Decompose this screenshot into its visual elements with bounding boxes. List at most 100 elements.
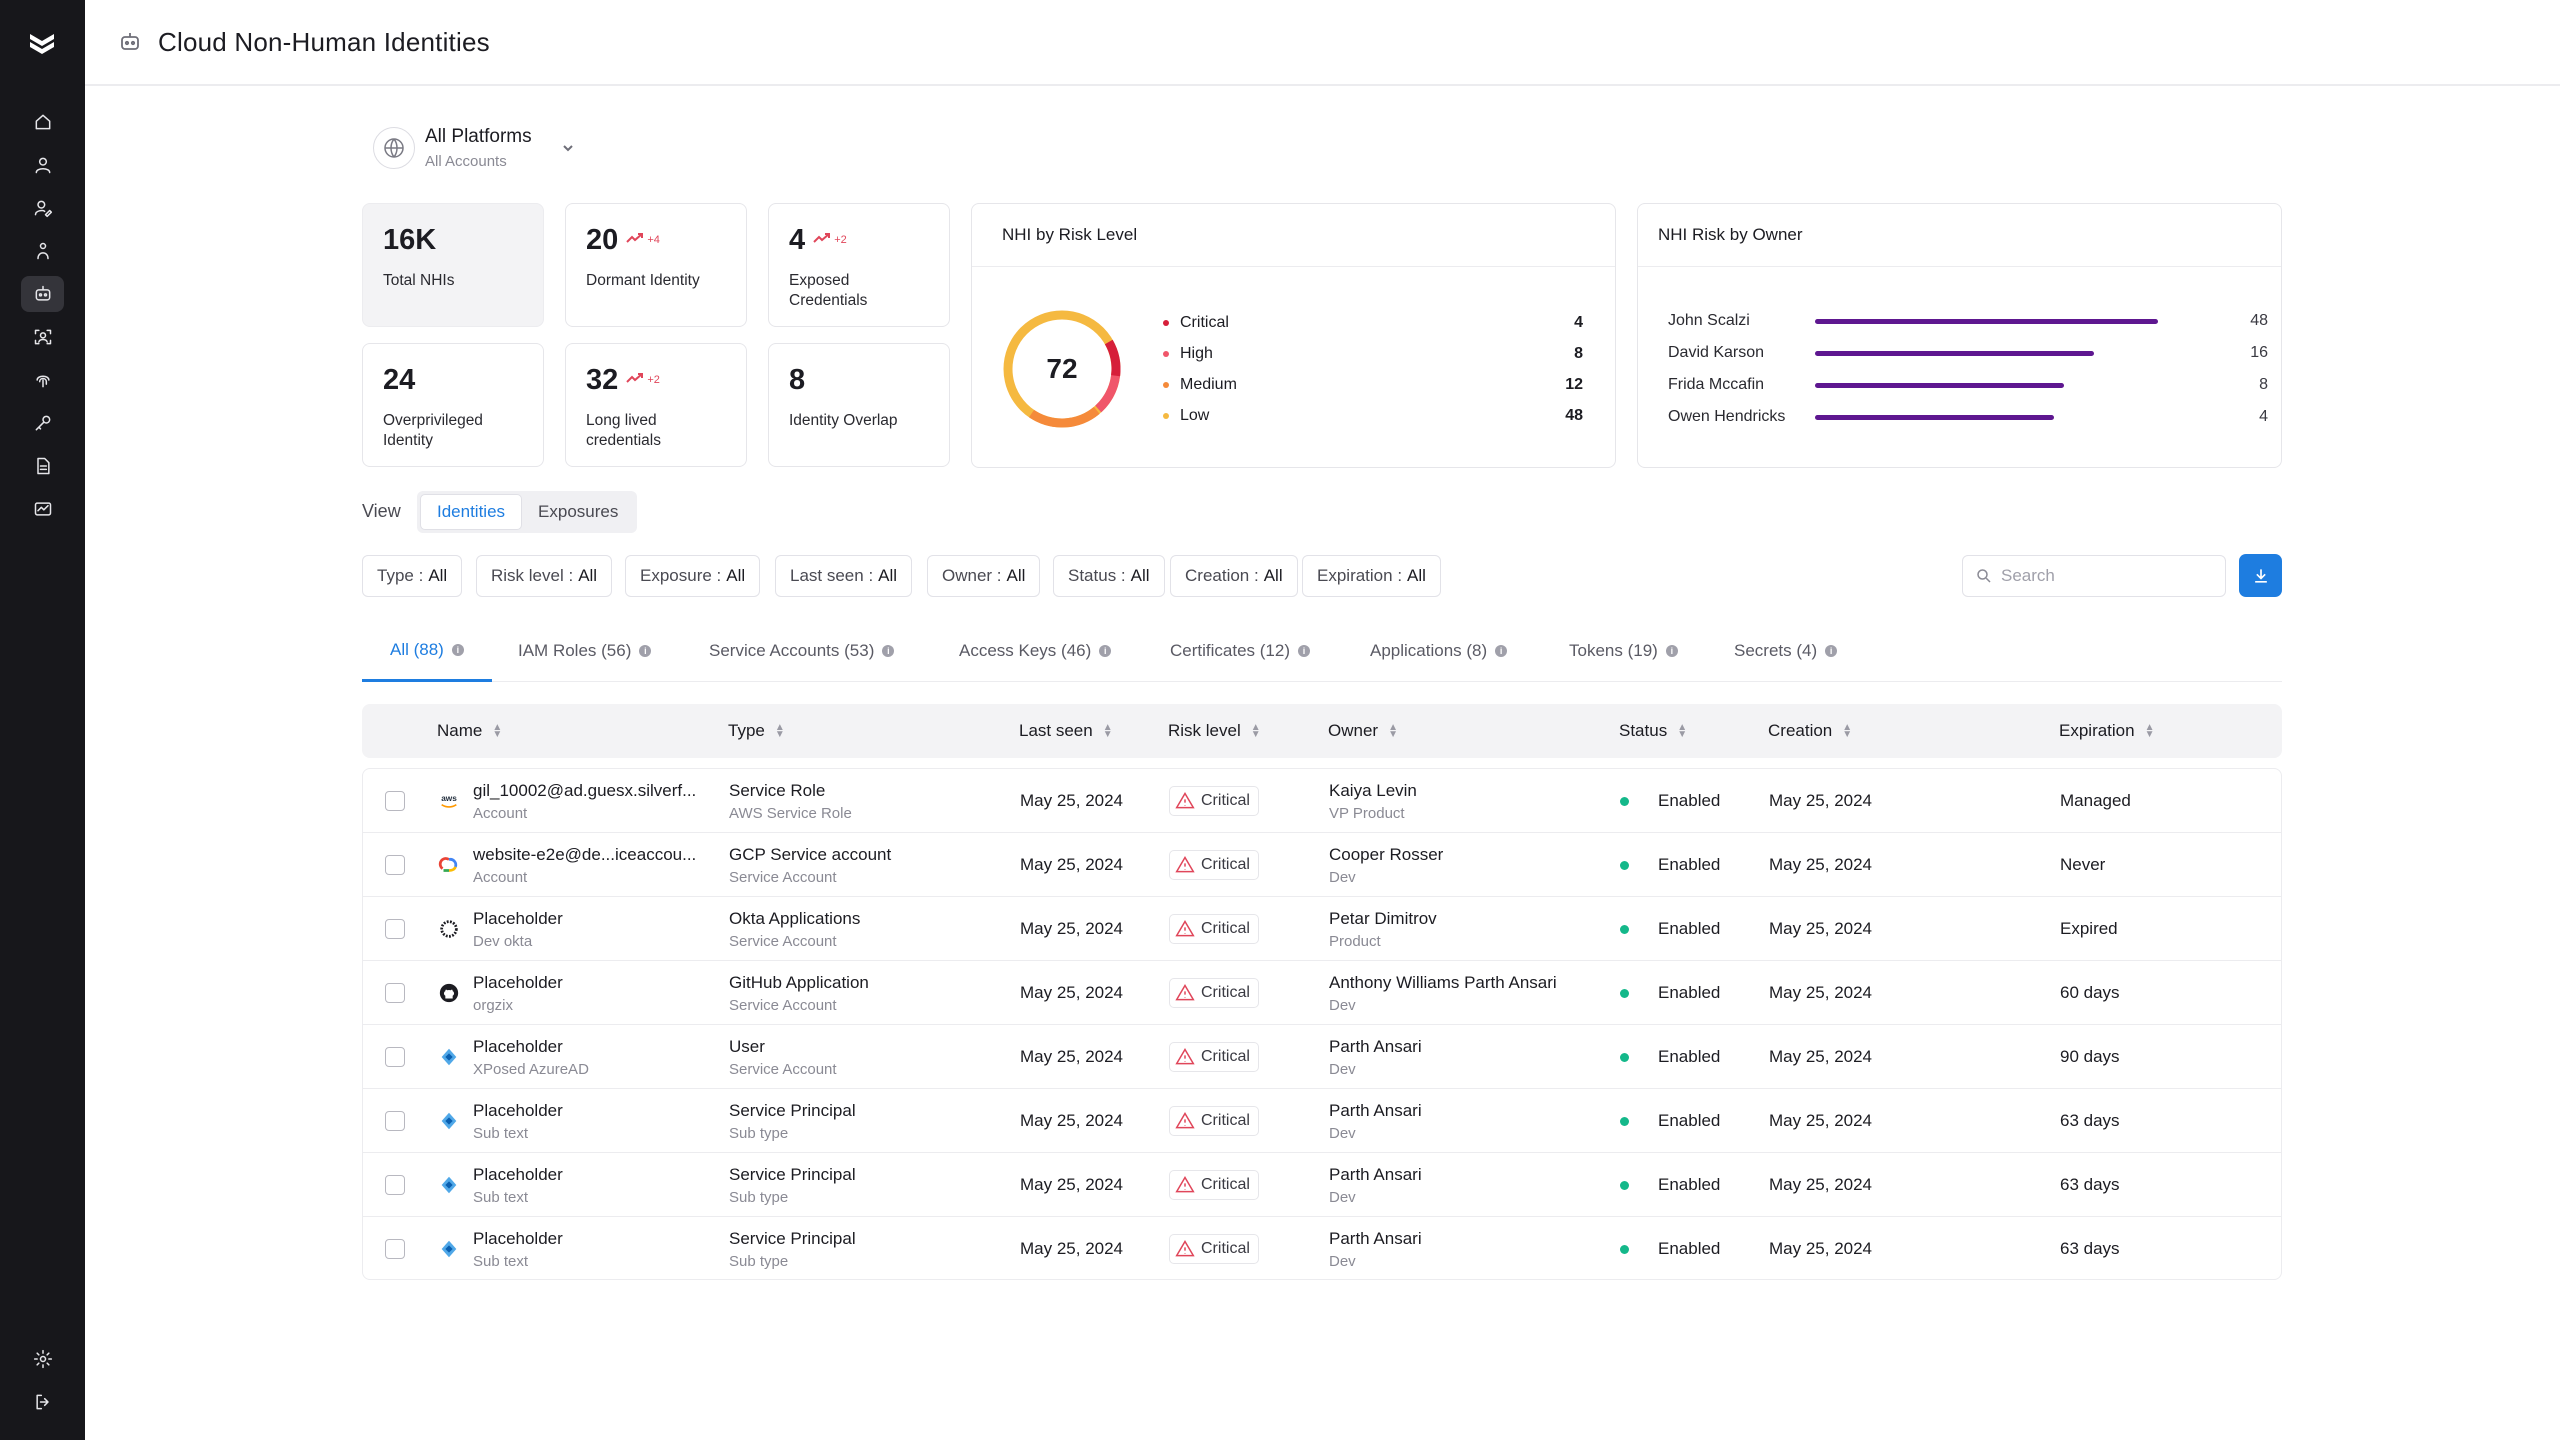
chart-icon[interactable] bbox=[21, 491, 64, 527]
cell-name[interactable]: Placeholder XPosed AzureAD bbox=[473, 1036, 589, 1078]
cell-name[interactable]: Placeholder Sub text bbox=[473, 1100, 563, 1142]
owner-row[interactable]: Owen Hendricks 4 bbox=[1668, 408, 2268, 425]
cell-name[interactable]: gil_10002@ad.guesx.silverf... Account bbox=[473, 780, 697, 822]
owner-row[interactable]: Frida Mccafin 8 bbox=[1668, 376, 2268, 393]
warning-icon bbox=[1175, 1048, 1195, 1065]
category-tabs: All (88) i IAM Roles (56) i Service Accoun… bbox=[362, 620, 2282, 682]
stat-label: Total NHIs bbox=[383, 272, 455, 289]
table-row[interactable]: website-e2e@de...iceaccou... Account GCP … bbox=[363, 833, 2281, 897]
stat-label: Identity Overlap bbox=[789, 412, 898, 429]
stat-card-total-nhis[interactable]: 16K Total NHIs bbox=[362, 203, 544, 327]
column-header-owner[interactable]: Owner ▲ ▼ bbox=[1328, 721, 1398, 740]
cell-name[interactable]: Placeholder orgzix bbox=[473, 972, 563, 1014]
view-identities-button[interactable]: Identities bbox=[420, 494, 523, 530]
tab-iam-roles[interactable]: IAM Roles (56) i bbox=[518, 620, 652, 682]
tab-access-keys[interactable]: Access Keys (46) i bbox=[959, 620, 1112, 682]
download-button[interactable] bbox=[2239, 554, 2282, 597]
column-header-last-seen[interactable]: Last seen ▲ ▼ bbox=[1019, 721, 1113, 740]
info-icon: i bbox=[1665, 645, 1678, 657]
tab-secrets[interactable]: Secrets (4) i bbox=[1734, 620, 1838, 682]
tab-applications[interactable]: Applications (8) i bbox=[1370, 620, 1508, 682]
row-checkbox[interactable] bbox=[385, 855, 405, 875]
column-header-creation[interactable]: Creation ▲ ▼ bbox=[1768, 721, 1853, 740]
column-header-status[interactable]: Status ▲ ▼ bbox=[1619, 721, 1688, 740]
row-checkbox[interactable] bbox=[385, 919, 405, 939]
stat-card-dormant-identity[interactable]: 20 +4 Dormant Identity bbox=[565, 203, 747, 327]
user-scan-icon[interactable] bbox=[21, 319, 64, 355]
filter-creation[interactable]: Creation : All bbox=[1170, 555, 1298, 597]
tab-service-accounts[interactable]: Service Accounts (53) i bbox=[709, 620, 895, 682]
cell-type: Service Principal Sub type bbox=[729, 1100, 856, 1142]
chevron-down-icon[interactable] bbox=[560, 140, 576, 156]
status-dot bbox=[1620, 1117, 1629, 1126]
filter-status[interactable]: Status : All bbox=[1053, 555, 1165, 597]
row-checkbox[interactable] bbox=[385, 1111, 405, 1131]
column-header-name[interactable]: Name ▲ ▼ bbox=[437, 721, 503, 740]
robot-icon[interactable] bbox=[21, 276, 64, 312]
risk-badge: Critical bbox=[1169, 850, 1259, 880]
column-header-risk-level[interactable]: Risk level ▲ ▼ bbox=[1168, 721, 1261, 740]
cell-type: Service Principal Sub type bbox=[729, 1164, 856, 1206]
filter-type[interactable]: Type : All bbox=[362, 555, 463, 597]
cell-status: Enabled bbox=[1658, 1047, 1721, 1066]
cell-name[interactable]: Placeholder Sub text bbox=[473, 1228, 563, 1270]
cell-last-seen: May 25, 2024 bbox=[1020, 791, 1124, 810]
document-icon[interactable] bbox=[21, 448, 64, 484]
table-row[interactable]: Placeholder orgzix GitHub Application Serv… bbox=[363, 961, 2281, 1025]
table-row[interactable]: Placeholder Dev okta Okta Applications Ser… bbox=[363, 897, 2281, 961]
row-checkbox[interactable] bbox=[385, 1047, 405, 1067]
cell-expiration: 63 days bbox=[2060, 1239, 2120, 1258]
stat-card-exposed-credentials[interactable]: 4 +2 Exposed Credentials bbox=[768, 203, 950, 327]
platform-selector[interactable]: All Platforms All Accounts bbox=[373, 126, 576, 170]
cell-expiration: Managed bbox=[2060, 791, 2131, 810]
search-input[interactable]: Search bbox=[1962, 555, 2226, 597]
top-bar: Cloud Non-Human Identities bbox=[85, 0, 2560, 86]
column-header-expiration[interactable]: Expiration ▲ ▼ bbox=[2059, 721, 2155, 740]
owner-bar bbox=[1815, 350, 2094, 356]
settings-icon[interactable] bbox=[21, 1341, 64, 1377]
tab-tokens[interactable]: Tokens (19) i bbox=[1569, 620, 1678, 682]
stat-card-overprivileged-identity[interactable]: 24 Overprivileged Identity bbox=[362, 343, 544, 467]
column-header-type[interactable]: Type ▲ ▼ bbox=[728, 721, 785, 740]
tab-all[interactable]: All (88) i bbox=[362, 620, 492, 682]
filter-risk-level[interactable]: Risk level : All bbox=[476, 555, 613, 597]
row-checkbox[interactable] bbox=[385, 1239, 405, 1259]
tab-certificates[interactable]: Certificates (12) i bbox=[1170, 620, 1310, 682]
row-checkbox[interactable] bbox=[385, 983, 405, 1003]
filter-last-seen[interactable]: Last seen : All bbox=[775, 555, 913, 597]
filter-exposure[interactable]: Exposure : All bbox=[625, 555, 761, 597]
logo-icon[interactable] bbox=[26, 28, 58, 56]
cell-last-seen: May 25, 2024 bbox=[1020, 983, 1124, 1002]
key-icon[interactable] bbox=[21, 405, 64, 441]
table-row[interactable]: Placeholder Sub text Service Principal Sub… bbox=[363, 1217, 2281, 1281]
home-icon[interactable] bbox=[21, 104, 64, 140]
fingerprint-icon[interactable] bbox=[21, 362, 64, 398]
logout-icon[interactable] bbox=[21, 1384, 64, 1420]
azure-icon bbox=[437, 1173, 461, 1197]
card-title: NHI Risk by Owner bbox=[1638, 204, 2281, 267]
table-row[interactable]: Placeholder XPosed AzureAD User Service A… bbox=[363, 1025, 2281, 1089]
stat-card-long-lived-credentials[interactable]: 32 +2 Long lived credentials bbox=[565, 343, 747, 467]
owner-row[interactable]: John Scalzi 48 bbox=[1668, 312, 2268, 329]
row-checkbox[interactable] bbox=[385, 791, 405, 811]
cell-name[interactable]: Placeholder Dev okta bbox=[473, 908, 563, 950]
cell-type: Okta Applications Service Account bbox=[729, 908, 861, 950]
person-icon[interactable] bbox=[21, 233, 64, 269]
user-edit-icon[interactable] bbox=[21, 190, 64, 226]
owner-row[interactable]: David Karson 16 bbox=[1668, 344, 2268, 361]
stat-label: Long lived credentials bbox=[586, 412, 661, 449]
filter-expiration[interactable]: Expiration : All bbox=[1302, 555, 1441, 597]
svg-text:aws: aws bbox=[441, 794, 457, 803]
table-row[interactable]: Placeholder Sub text Service Principal Sub… bbox=[363, 1089, 2281, 1153]
table-row[interactable]: aws gil_10002@ad.guesx.silverf... Account… bbox=[363, 769, 2281, 833]
info-icon: i bbox=[882, 645, 895, 657]
status-dot bbox=[1620, 1181, 1629, 1190]
user-icon[interactable] bbox=[21, 147, 64, 183]
cell-name[interactable]: website-e2e@de...iceaccou... Account bbox=[473, 844, 697, 886]
row-checkbox[interactable] bbox=[385, 1175, 405, 1195]
view-exposures-button[interactable]: Exposures bbox=[538, 502, 619, 521]
table-row[interactable]: Placeholder Sub text Service Principal Sub… bbox=[363, 1153, 2281, 1217]
cell-name[interactable]: Placeholder Sub text bbox=[473, 1164, 563, 1206]
filter-owner[interactable]: Owner : All bbox=[927, 555, 1041, 597]
stat-card-identity-overlap[interactable]: 8 Identity Overlap bbox=[768, 343, 950, 467]
